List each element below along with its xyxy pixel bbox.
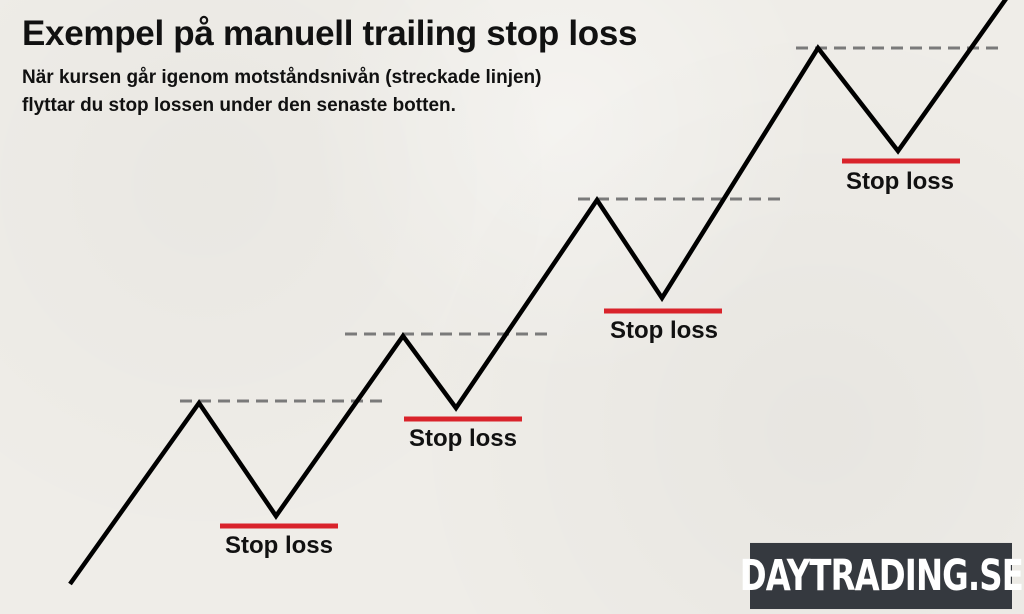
stop-loss-label-1: Stop loss xyxy=(225,532,333,559)
daytrading-logo: DAYTRADING.SE xyxy=(739,542,1023,610)
subtitle-line-1: När kursen går igenom motståndsnivån (st… xyxy=(22,67,542,88)
stop-loss-label-2: Stop loss xyxy=(409,425,517,452)
stop-loss-label-3: Stop loss xyxy=(610,317,718,344)
logo-text: DAYTRADING.SE xyxy=(739,551,1023,601)
price-line xyxy=(68,0,1008,586)
subtitle-line-2: flyttar du stop lossen under den senaste… xyxy=(22,95,456,116)
diagram-title: Exempel på manuell trailing stop loss xyxy=(22,14,638,53)
diagram-subtitle: När kursen går igenom motståndsnivån (st… xyxy=(22,64,722,120)
stop-loss-label-4: Stop loss xyxy=(846,168,954,195)
